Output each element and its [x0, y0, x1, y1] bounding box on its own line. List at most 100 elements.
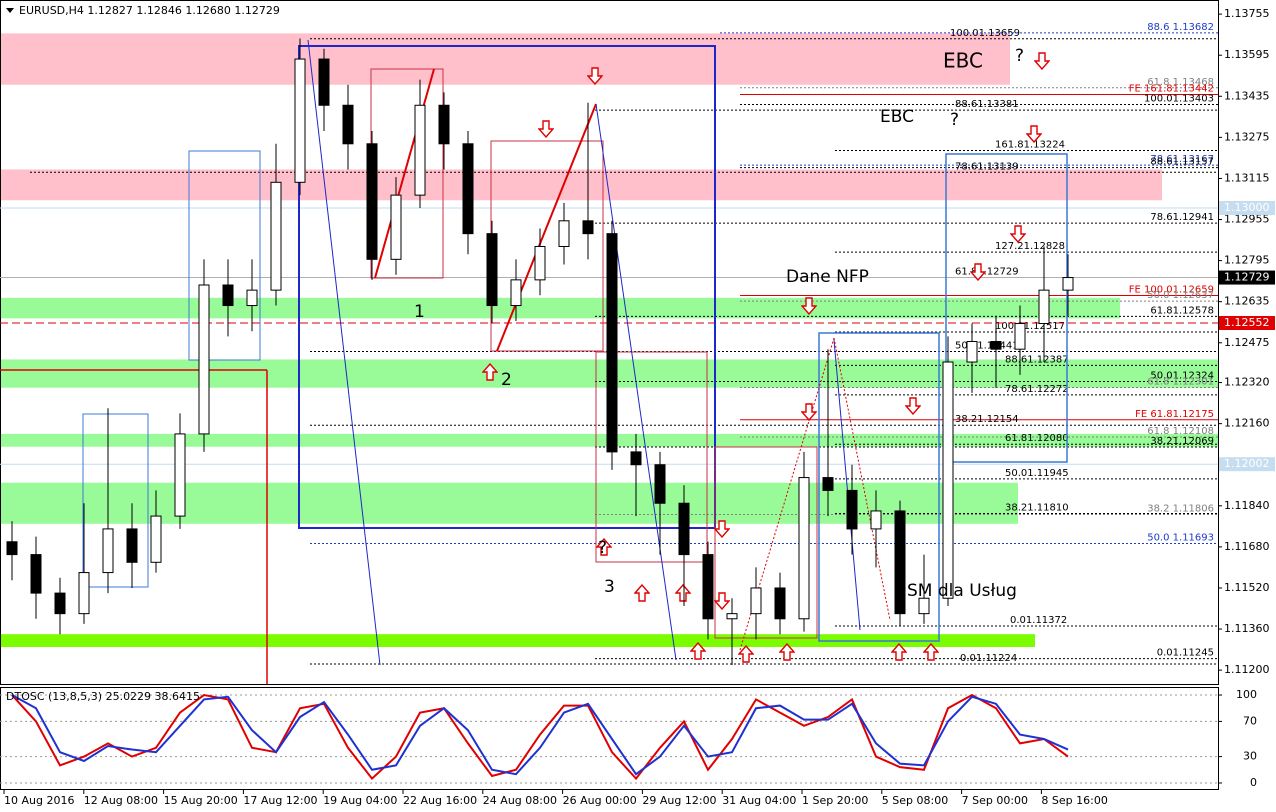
y-tick-label: 1.11520 [1224, 581, 1270, 594]
level-label: 38.21.11810 [1005, 503, 1069, 514]
price-tag [1219, 316, 1275, 330]
price-tag [1219, 200, 1275, 215]
candle-body [366, 143, 378, 260]
candle-body [438, 104, 450, 145]
trend-line [833, 339, 861, 631]
candle-body [198, 284, 210, 435]
candle-body [510, 279, 522, 307]
level-label: 38.21.12154 [955, 414, 1019, 425]
price-axis: 1.13755 1.13595 1.13435 1.13275 1.13115 1.129… [1218, 7, 1275, 676]
candle-body [822, 477, 834, 491]
y-tick-label: 0 [1250, 776, 1257, 789]
candle-body [726, 613, 738, 620]
x-tick-label: 29 Aug 12:00 [642, 794, 716, 807]
candle-body [486, 233, 498, 307]
trend-line [374, 68, 435, 279]
candle-body [1014, 323, 1026, 350]
level-label: 0.01.11372 [1010, 615, 1067, 626]
note: ISM dla Usług [902, 581, 1017, 601]
candle-body [894, 510, 906, 615]
candle-body [630, 451, 642, 466]
candle-body [1062, 277, 1074, 291]
level-label: FE 61.81.12175 [1135, 409, 1214, 420]
level-label: 88.61.13157 [1150, 157, 1214, 168]
level-label: 61.8 1.12108 [1147, 426, 1214, 437]
level-label: 78.61.13167 [1150, 154, 1214, 165]
level-label: 127.21.12828 [995, 241, 1065, 252]
trend-line [595, 103, 677, 661]
x-tick-label: 5 Sep 08:00 [882, 794, 948, 807]
level-label: 61.81.12080 [1005, 433, 1069, 444]
level-label: 78.61.12272 [1005, 384, 1069, 395]
level-label: 100.01.12517 [995, 321, 1065, 332]
x-tick-label: 31 Aug 04:00 [722, 794, 796, 807]
price-tag [1219, 270, 1275, 285]
note: ? [1015, 46, 1024, 66]
candle-body [798, 477, 810, 620]
candle-body [774, 587, 786, 620]
zone [1, 169, 1162, 201]
level-label: FE 161.81.13442 [1129, 83, 1214, 94]
box [188, 150, 261, 361]
candle-body [390, 194, 402, 260]
x-tick-label: 19 Aug 04:00 [323, 794, 397, 807]
menu-triangle [6, 8, 14, 13]
y-tick-label: 1.12475 [1224, 336, 1270, 349]
oscillator: 100 70 30 0 [0, 688, 1257, 789]
note: 3 [604, 577, 615, 597]
candle-body [54, 592, 66, 615]
level-label: 88.61.13381 [955, 99, 1019, 110]
x-tick-label: 8 Sep 16:00 [1041, 794, 1107, 807]
y-tick-label: 1.11360 [1224, 622, 1270, 635]
box [82, 413, 149, 588]
candle-body [1038, 289, 1050, 325]
note: EBC [880, 107, 914, 127]
osc-line [11, 693, 1069, 781]
x-tick-label: 1 Sep 20:00 [802, 794, 868, 807]
level-label: 0.01.11245 [1157, 648, 1214, 659]
price-tag-label: 1.12002 [1224, 457, 1270, 470]
y-tick-label: 1.13755 [1224, 7, 1270, 20]
level-label: FE 100.01.12659 [1129, 285, 1214, 296]
level-label: 50.0 1.12637 [1147, 290, 1214, 301]
level-label: 50.01.11945 [1005, 468, 1069, 479]
note: ? [950, 110, 959, 130]
x-tick-label: 24 Aug 08:00 [483, 794, 557, 807]
y-tick-label: 1.13435 [1224, 89, 1270, 102]
box [945, 153, 1068, 463]
candle-body [102, 528, 114, 574]
price-tag-label: 1.12552 [1224, 316, 1270, 329]
candle-body [6, 541, 18, 556]
candle-body [78, 572, 90, 615]
level-label: 50.0 1.11693 [1147, 533, 1214, 544]
price-tag-label: 1.13000 [1224, 201, 1270, 214]
osc-line [11, 694, 1069, 776]
note: 1 [414, 302, 425, 322]
candle-body [870, 510, 882, 530]
x-tick-label: 10 Aug 2016 [4, 794, 74, 807]
note: Dane NFP [786, 267, 869, 287]
note: 2 [501, 370, 512, 390]
candle-body [606, 233, 618, 453]
candle-body [246, 289, 258, 307]
candle-body [990, 340, 1002, 350]
candle-body [558, 220, 570, 247]
y-tick-label: 70 [1243, 714, 1257, 727]
y-tick-label: 1.12635 [1224, 295, 1270, 308]
level-label: 88.6 1.13682 [1147, 22, 1214, 33]
x-tick-label: 22 Aug 16:00 [403, 794, 477, 807]
box [298, 45, 716, 529]
zone [1, 297, 1120, 319]
drawings [0, 39, 1068, 684]
y-tick-label: 1.12160 [1224, 417, 1270, 430]
price-tag [1219, 457, 1275, 472]
level-label: 161.81.13224 [995, 139, 1065, 150]
level-label: 38.21.12069 [1150, 436, 1214, 447]
y-tick-label: 1.11680 [1224, 540, 1270, 553]
level-label: 50.01.12441 [955, 341, 1019, 352]
y-tick-label: 1.12320 [1224, 376, 1270, 389]
x-tick-label: 15 Aug 20:00 [164, 794, 238, 807]
candle-body [918, 597, 930, 615]
candle-body [966, 340, 978, 363]
